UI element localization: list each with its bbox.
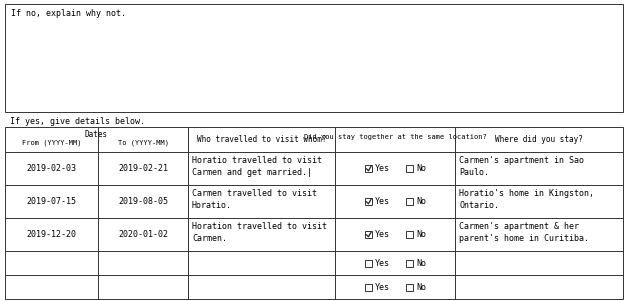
Text: To (YYYY-MM): To (YYYY-MM) — [117, 139, 168, 145]
Text: No: No — [416, 230, 426, 239]
Text: If yes, give details below.: If yes, give details below. — [10, 117, 145, 126]
Bar — [365, 259, 372, 266]
Text: If no, explain why not.: If no, explain why not. — [11, 9, 126, 18]
Bar — [5, 127, 623, 299]
Text: 2019-02-03: 2019-02-03 — [26, 164, 77, 173]
Text: No: No — [416, 283, 426, 291]
Bar — [5, 4, 623, 112]
Text: Carmen's apartment in Sao
Paulo.: Carmen's apartment in Sao Paulo. — [459, 156, 584, 177]
Text: 2019-02-21: 2019-02-21 — [118, 164, 168, 173]
Text: No: No — [416, 259, 426, 268]
Text: Carmen travelled to visit
Horatio.: Carmen travelled to visit Horatio. — [192, 189, 317, 210]
Text: Dates: Dates — [85, 130, 108, 139]
Text: Carmen's apartment & her
parent's home in Curitiba.: Carmen's apartment & her parent's home i… — [459, 222, 589, 243]
Text: 2019-07-15: 2019-07-15 — [26, 197, 77, 206]
Bar — [365, 284, 372, 290]
Text: Where did you stay?: Where did you stay? — [495, 135, 583, 144]
Bar — [365, 165, 372, 172]
Text: Yes: Yes — [375, 230, 390, 239]
Text: Yes: Yes — [375, 259, 390, 268]
Text: Yes: Yes — [375, 164, 390, 173]
Text: No: No — [416, 164, 426, 173]
Text: Did you stay together at the same location?: Did you stay together at the same locati… — [303, 134, 486, 139]
Text: Horatio's home in Kingston,
Ontario.: Horatio's home in Kingston, Ontario. — [459, 189, 594, 210]
Bar — [365, 198, 372, 205]
Text: 2019-08-05: 2019-08-05 — [118, 197, 168, 206]
Text: Yes: Yes — [375, 283, 390, 291]
Bar — [406, 231, 413, 238]
Text: No: No — [416, 197, 426, 206]
Text: Horatio travelled to visit
Carmen and get married.|: Horatio travelled to visit Carmen and ge… — [192, 156, 322, 177]
Text: Who travelled to visit whom?: Who travelled to visit whom? — [197, 135, 327, 144]
Text: 2019-12-20: 2019-12-20 — [26, 230, 77, 239]
Text: Horation travelled to visit
Carmen.: Horation travelled to visit Carmen. — [192, 222, 327, 243]
Bar — [406, 259, 413, 266]
Bar — [406, 198, 413, 205]
Bar — [365, 231, 372, 238]
Text: Yes: Yes — [375, 197, 390, 206]
Text: 2020-01-02: 2020-01-02 — [118, 230, 168, 239]
Bar — [406, 284, 413, 290]
Text: From (YYYY-MM): From (YYYY-MM) — [22, 139, 81, 145]
Bar — [406, 165, 413, 172]
